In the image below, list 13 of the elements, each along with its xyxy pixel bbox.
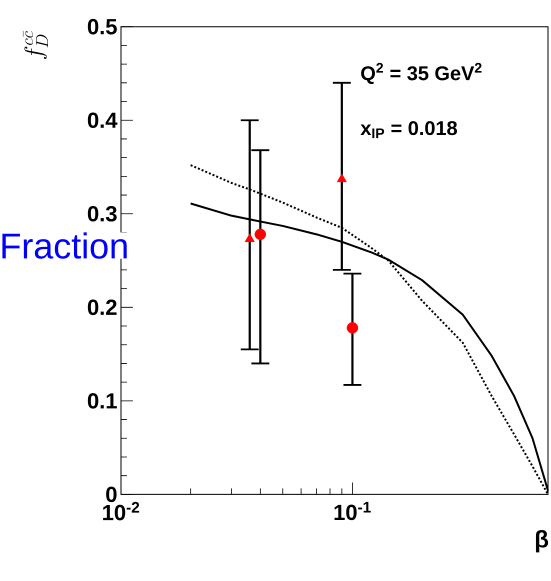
y-tick-label: 0.5 bbox=[88, 18, 117, 34]
x-axis-title: β bbox=[536, 530, 548, 552]
annotation: Fraction bbox=[2, 232, 127, 259]
y-tick-label: 0.4 bbox=[88, 112, 118, 128]
y-tick-label: 0.2 bbox=[88, 300, 117, 316]
y-axis-title: $f_D^{c\bar{c}}$ bbox=[22, 30, 48, 59]
annotation: Q$^{2}$ = 35 GeV$^{2}$ bbox=[361, 62, 482, 84]
x-tick-label: 10$^{-2}$ bbox=[103, 502, 140, 520]
x-tick-label: 10$^{-1}$ bbox=[334, 502, 371, 520]
y-tick-label: 0.3 bbox=[88, 206, 117, 222]
y-tick-label: 0 bbox=[106, 486, 117, 502]
y-tick-label: 0.1 bbox=[88, 393, 117, 409]
annotation: x$_{IP}$ = 0.018 bbox=[360, 121, 458, 138]
